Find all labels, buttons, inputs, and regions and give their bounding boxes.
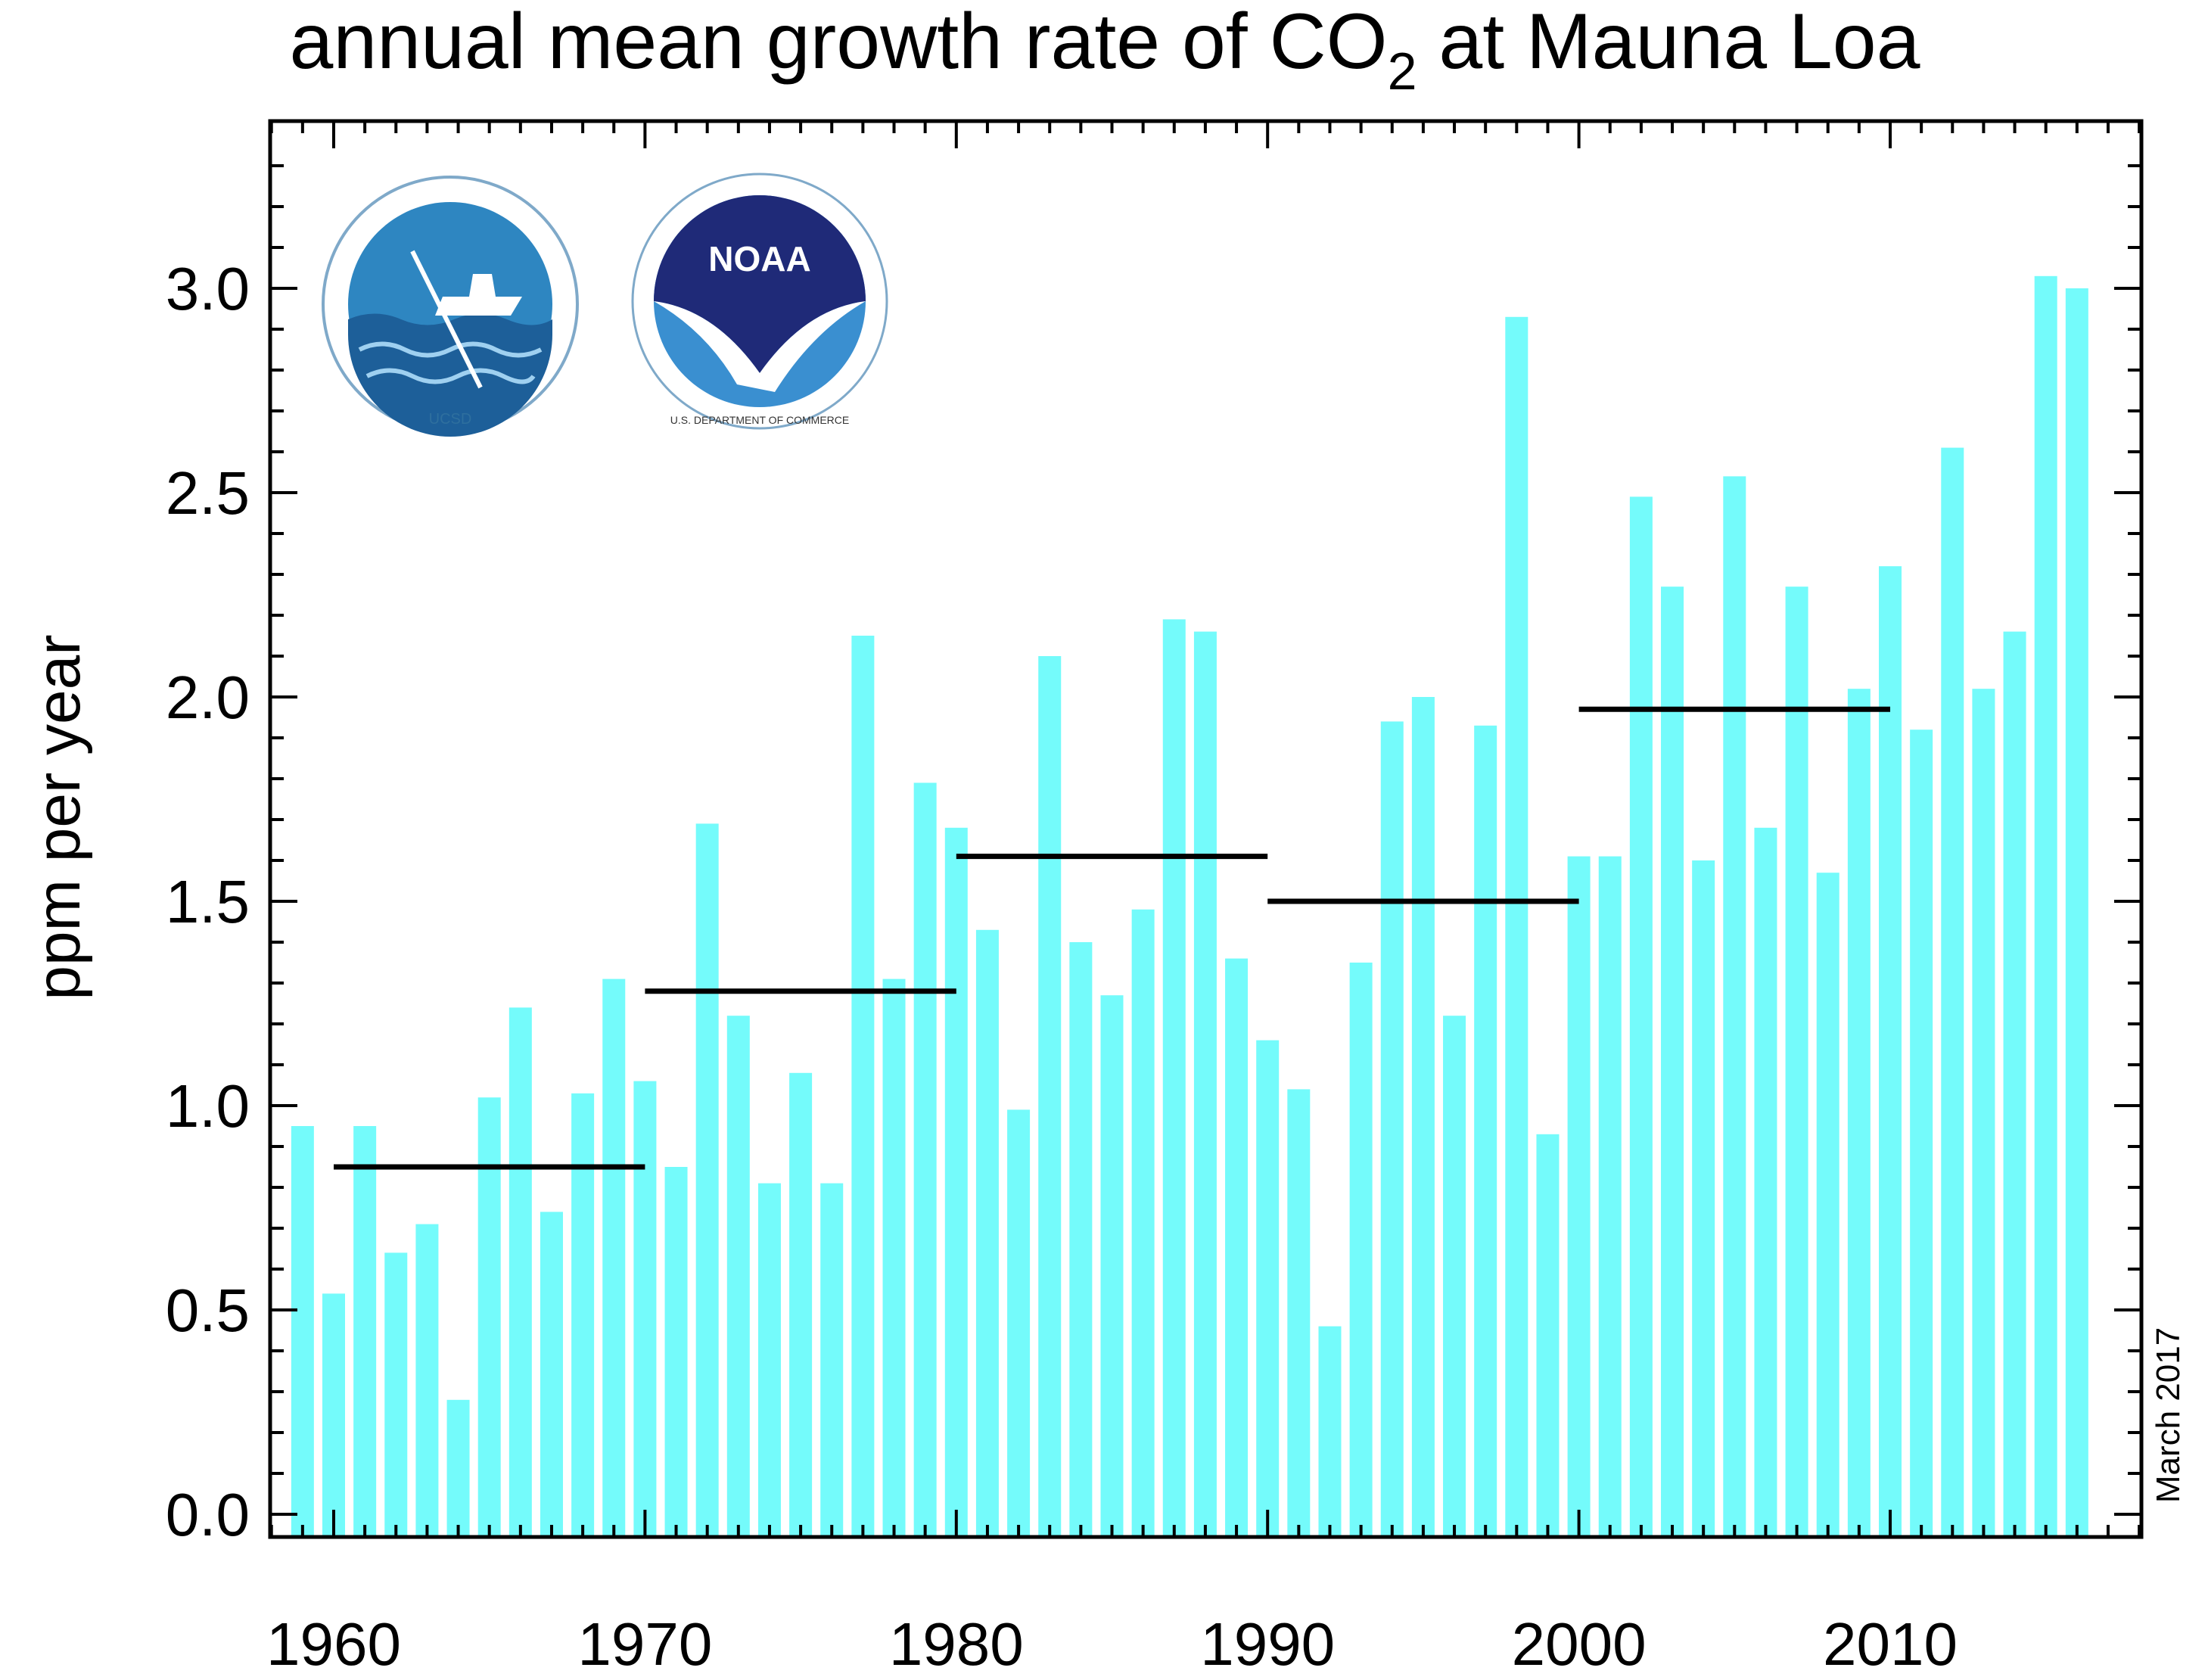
bar-2013 <box>1972 689 1995 1538</box>
bar-1966 <box>508 1007 532 1537</box>
bar-2012 <box>1941 447 1964 1537</box>
x-tick-label: 1990 <box>1200 1610 1335 1678</box>
bar-1983 <box>1038 656 1062 1537</box>
bar-1973 <box>726 1016 750 1537</box>
bar-1998 <box>1505 316 1528 1537</box>
date-annotation: March 2017 <box>2150 1327 2187 1503</box>
x-tick-label: 1970 <box>577 1610 712 1678</box>
scripps-logo: UCSD <box>322 176 579 437</box>
bar-1959 <box>291 1126 314 1537</box>
bar-1985 <box>1100 995 1124 1537</box>
bar-1963 <box>415 1224 439 1537</box>
scripps-logo-bottom: UCSD <box>429 411 472 428</box>
tick-labels-group: 0.0 0.5 1.0 1.5 2.0 2.5 3.0 1960 1970 1980 1990 200… <box>166 255 1958 1678</box>
bar-2007 <box>1785 586 1808 1538</box>
bar-2002 <box>1629 496 1653 1537</box>
x-tick-label: 2000 <box>1512 1610 1647 1678</box>
bar-1972 <box>695 823 719 1537</box>
noaa-logo-bottom: U.S. DEPARTMENT OF COMMERCE <box>670 414 849 426</box>
bar-1961 <box>353 1126 377 1537</box>
bars-group <box>291 275 2088 1538</box>
y-tick-label: 0.0 <box>166 1481 250 1548</box>
bar-1977 <box>851 636 875 1537</box>
bar-1997 <box>1474 725 1497 1537</box>
chart-title: annual mean growth rate of CO2 at Mauna … <box>290 0 1920 101</box>
x-tick-label: 1980 <box>889 1610 1024 1678</box>
bar-1978 <box>882 978 906 1537</box>
bar-1993 <box>1349 963 1373 1537</box>
bar-2000 <box>1567 856 1591 1537</box>
bar-2001 <box>1598 856 1622 1537</box>
bar-1991 <box>1287 1089 1311 1537</box>
y-tick-label: 1.0 <box>166 1072 250 1140</box>
bar-1990 <box>1256 1040 1280 1537</box>
y-tick-label: 1.5 <box>166 868 250 935</box>
bar-2005 <box>1723 476 1746 1537</box>
bar-1960 <box>322 1293 345 1537</box>
x-tick-label: 1960 <box>266 1610 401 1678</box>
bar-2010 <box>1879 566 1902 1538</box>
y-axis-label: ppm per year <box>24 634 93 1000</box>
bar-1969 <box>602 978 626 1537</box>
ticks-group <box>269 121 2141 1537</box>
bar-1984 <box>1069 942 1093 1537</box>
bar-1989 <box>1225 958 1249 1537</box>
bar-1999 <box>1536 1134 1560 1537</box>
bar-2016 <box>2065 288 2088 1537</box>
bar-2003 <box>1661 586 1684 1538</box>
bar-2015 <box>2034 275 2057 1537</box>
y-tick-label: 2.0 <box>166 664 250 731</box>
bar-1992 <box>1318 1326 1342 1537</box>
bar-2011 <box>1910 730 1933 1538</box>
bar-1964 <box>446 1399 470 1537</box>
bar-1995 <box>1411 697 1435 1537</box>
y-tick-label: 2.5 <box>166 459 250 527</box>
bar-1996 <box>1443 1016 1466 1537</box>
bar-1976 <box>820 1183 844 1537</box>
bar-1970 <box>633 1081 657 1537</box>
plot-frame <box>268 119 2144 1539</box>
bar-1971 <box>664 1167 688 1537</box>
bar-1962 <box>384 1252 408 1537</box>
bar-1965 <box>477 1097 501 1537</box>
y-tick-label: 3.0 <box>166 255 250 322</box>
bar-1981 <box>975 929 999 1537</box>
bar-2009 <box>1847 689 1871 1538</box>
bar-2008 <box>1816 873 1839 1537</box>
bar-1979 <box>913 782 937 1537</box>
bar-1994 <box>1380 721 1404 1537</box>
y-tick-label: 0.5 <box>166 1277 250 1344</box>
bar-2004 <box>1692 860 1715 1537</box>
bar-2006 <box>1754 827 1777 1537</box>
bar-1974 <box>757 1183 781 1537</box>
bar-1988 <box>1193 631 1217 1537</box>
bar-1968 <box>571 1093 595 1537</box>
x-tick-label: 2010 <box>1823 1610 1958 1678</box>
noaa-logo-center: NOAA <box>708 239 810 278</box>
bar-1987 <box>1162 619 1186 1537</box>
bar-1982 <box>1007 1109 1031 1537</box>
noaa-logo: NOAA U.S. DEPARTMENT OF COMMERCE <box>631 173 888 430</box>
bar-1986 <box>1131 909 1155 1537</box>
decadal-means-group <box>334 706 1890 1170</box>
bar-1975 <box>789 1072 813 1537</box>
bar-2014 <box>2003 631 2026 1537</box>
bar-1980 <box>944 827 968 1537</box>
bar-1967 <box>540 1212 563 1537</box>
